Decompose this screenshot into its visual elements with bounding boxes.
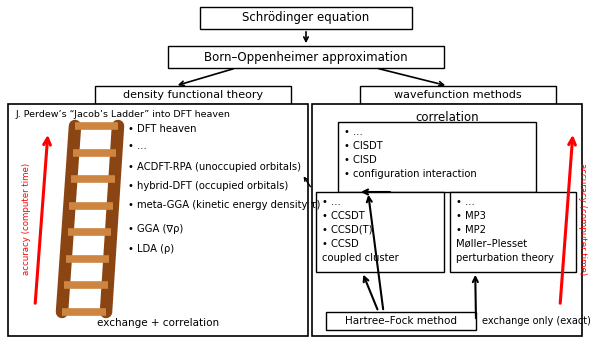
Text: • DFT heaven: • DFT heaven — [128, 124, 196, 134]
Text: • ...
• CISDT
• CISD
• configuration interaction: • ... • CISDT • CISD • configuration int… — [344, 127, 477, 179]
Text: • ...
• MP3
• MP2
Møller–Plesset
perturbation theory: • ... • MP3 • MP2 Møller–Plesset perturb… — [456, 197, 554, 263]
Text: • hybrid-DFT (occupied orbitals): • hybrid-DFT (occupied orbitals) — [128, 181, 288, 191]
Bar — [450, 192, 576, 272]
Bar — [168, 46, 444, 68]
Text: Hartree–Fock method: Hartree–Fock method — [345, 316, 457, 326]
Bar — [316, 192, 444, 272]
Text: exchange + correlation: exchange + correlation — [97, 318, 219, 328]
Text: • GGA (∇ρ): • GGA (∇ρ) — [128, 224, 183, 234]
Text: • ...
• CCSDT
• CCSD(T)
• CCSD
coupled cluster: • ... • CCSDT • CCSD(T) • CCSD coupled c… — [322, 197, 399, 263]
Text: • ...: • ... — [128, 141, 147, 151]
Text: • meta-GGA (kinetic energy density τ): • meta-GGA (kinetic energy density τ) — [128, 200, 320, 210]
Bar — [338, 122, 536, 192]
Bar — [360, 86, 556, 104]
Text: Schrödinger equation: Schrödinger equation — [242, 11, 370, 24]
Text: • ACDFT-RPA (unoccupied orbitals): • ACDFT-RPA (unoccupied orbitals) — [128, 162, 301, 172]
Bar — [312, 104, 582, 336]
Bar — [8, 104, 308, 336]
Bar — [200, 7, 412, 29]
Text: accuracy (computer time): accuracy (computer time) — [23, 163, 31, 275]
Text: Born–Oppenheimer approximation: Born–Oppenheimer approximation — [204, 51, 408, 64]
Text: correlation: correlation — [415, 111, 479, 124]
Text: wavefunction methods: wavefunction methods — [394, 90, 522, 100]
Text: exchange only (exact): exchange only (exact) — [482, 316, 591, 326]
Text: J. Perdew’s “Jacob’s Ladder” into DFT heaven: J. Perdew’s “Jacob’s Ladder” into DFT he… — [16, 110, 231, 119]
Text: accuracy (computer time): accuracy (computer time) — [578, 163, 588, 275]
Text: density functional theory: density functional theory — [123, 90, 263, 100]
Text: • LDA (ρ): • LDA (ρ) — [128, 244, 174, 254]
Bar — [326, 312, 476, 330]
Bar — [95, 86, 291, 104]
